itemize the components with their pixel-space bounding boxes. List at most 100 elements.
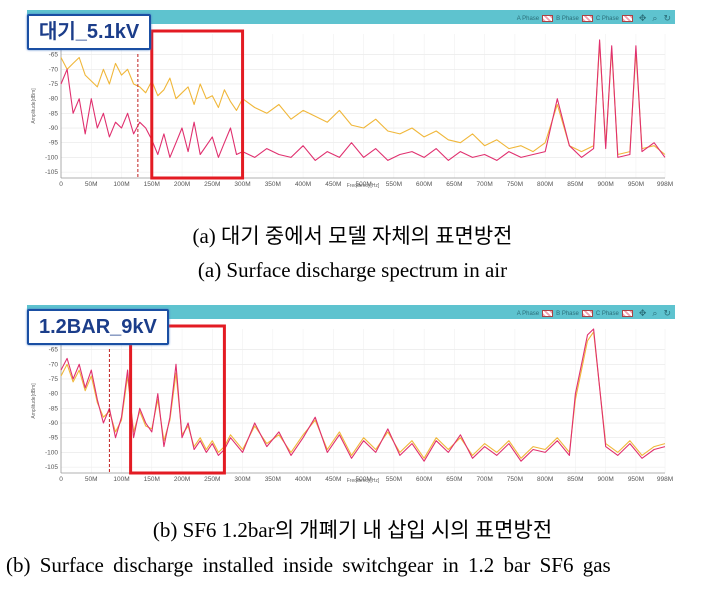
x-tick-label: 950M — [628, 476, 644, 483]
spectrum-panel-a: -65 -70 -75 -80 -85 -90 -95 -100 -105 0 50M 100M 150… — [27, 10, 675, 188]
y-tick-label: -100 — [45, 154, 58, 161]
x-tick-label: 900M — [598, 181, 614, 188]
x-tick-label: 150M — [144, 476, 160, 483]
legend-a-phase: A Phase — [516, 310, 540, 317]
x-tick-label: 400M — [295, 476, 311, 483]
y-tick-label: -65 — [49, 347, 59, 354]
y-tick-label: -65 — [49, 52, 59, 59]
series-line-pink — [60, 328, 666, 462]
x-tick-label: 200M — [174, 476, 190, 483]
x-tick-label: 850M — [567, 476, 583, 483]
x-tick-label: 150M — [144, 181, 160, 188]
x-tick-label: 350M — [265, 181, 281, 188]
refresh-icon[interactable]: ↻ — [663, 13, 671, 23]
x-tick-label: 650M — [446, 476, 462, 483]
x-tick-label: 300M — [234, 181, 250, 188]
legend-b-swatch[interactable] — [581, 310, 593, 317]
caption-english-a: (a) Surface discharge spectrum in air — [197, 258, 508, 282]
x-axis-title: Frequency[Hz] — [347, 478, 380, 483]
highlight-box — [129, 324, 226, 475]
x-tick-label: 450M — [325, 181, 341, 188]
x-tick-label: 350M — [265, 476, 281, 483]
x-tick-label: 550M — [386, 476, 402, 483]
highlight-box — [150, 29, 245, 180]
zoom-icon[interactable]: ⌕ — [652, 13, 658, 23]
y-tick-label: -90 — [49, 420, 59, 427]
x-axis-title: Frequency[Hz] — [347, 183, 380, 188]
x-tick-label: 998M — [657, 181, 673, 188]
plot-background — [27, 319, 675, 483]
y-tick-label: -105 — [45, 169, 58, 176]
move-icon[interactable]: ✥ — [638, 13, 647, 23]
legend-b-phase: B Phase — [556, 15, 579, 22]
plot-background — [27, 24, 675, 188]
x-tick-label: 550M — [386, 181, 402, 188]
legend-a: A Phase B Phase C Phase ✥ ⌕ ↻ — [517, 12, 671, 25]
y-tick-label: -75 — [49, 81, 59, 88]
y-axis-title: Amplitude[dBm] — [31, 383, 37, 419]
legend-c-swatch[interactable] — [621, 15, 633, 22]
x-tick-label: 100M — [113, 476, 129, 483]
caption-english-b: (b) Surface discharge installed inside s… — [6, 553, 611, 577]
legend-c-phase: C Phase — [595, 310, 619, 317]
x-tick-label: 200M — [174, 181, 190, 188]
x-tick-label: 998M — [657, 476, 673, 483]
x-tick-label: 50M — [85, 476, 98, 483]
refresh-icon[interactable]: ↻ — [663, 308, 671, 318]
x-tick-label: 900M — [598, 476, 614, 483]
x-tick-label: 800M — [537, 181, 553, 188]
x-tick-label: 850M — [567, 181, 583, 188]
y-tick-label: -85 — [49, 405, 59, 412]
x-tick-label: 650M — [446, 181, 462, 188]
caption-korean-a: (a) 대기 중에서 모델 자체의 표면방전 — [192, 224, 513, 248]
series-line-pink — [60, 39, 666, 161]
y-tick-label: -85 — [49, 110, 59, 117]
x-tick-label: 50M — [85, 181, 98, 188]
x-tick-label: 950M — [628, 181, 644, 188]
x-tick-label: 750M — [507, 181, 523, 188]
legend-a-phase: A Phase — [516, 15, 540, 22]
x-tick-label: 750M — [507, 476, 523, 483]
y-tick-label: -75 — [49, 376, 59, 383]
condition-tag-b: 1.2BAR_9kV — [27, 309, 169, 345]
x-tick-label: 0 — [59, 181, 63, 188]
legend-c-swatch[interactable] — [621, 310, 633, 317]
legend-b: A Phase B Phase C Phase ✥ ⌕ ↻ — [517, 307, 671, 320]
legend-c-phase: C Phase — [595, 15, 619, 22]
legend-b-phase: B Phase — [556, 310, 579, 317]
y-tick-label: -90 — [49, 125, 59, 132]
x-tick-label: 400M — [295, 181, 311, 188]
x-tick-label: 600M — [416, 476, 432, 483]
y-axis-title: Amplitude[dBm] — [31, 88, 37, 124]
x-tick-label: 300M — [234, 476, 250, 483]
zoom-icon[interactable]: ⌕ — [652, 308, 658, 318]
x-tick-label: 500M — [355, 476, 371, 483]
x-tick-label: 600M — [416, 181, 432, 188]
legend-a-swatch[interactable] — [542, 15, 554, 22]
move-icon[interactable]: ✥ — [638, 308, 647, 318]
chart-header-bar — [27, 10, 675, 24]
caption-korean-b: (b) SF6 1.2bar의 개폐기 내 삽입 시의 표면방전 — [152, 518, 553, 542]
x-tick-label: 100M — [113, 181, 129, 188]
y-tick-label: -100 — [45, 449, 58, 456]
x-tick-label: 250M — [204, 476, 220, 483]
legend-a-swatch[interactable] — [542, 310, 554, 317]
condition-tag-a: 대기_5.1kV — [27, 14, 152, 50]
x-tick-label: 250M — [204, 181, 220, 188]
y-tick-label: -80 — [49, 391, 59, 398]
x-tick-label: 800M — [537, 476, 553, 483]
x-tick-label: 500M — [355, 181, 371, 188]
spectrum-panel-b: -65 -70 -75 -80 -85 -90 -95 -100 -105 0 50M 100M 150… — [27, 305, 675, 483]
y-tick-label: -80 — [49, 96, 59, 103]
y-tick-label: -95 — [49, 435, 59, 442]
legend-b-swatch[interactable] — [581, 15, 593, 22]
chart-header-bar — [27, 305, 675, 319]
x-tick-label: 700M — [477, 476, 493, 483]
x-tick-label: 0 — [59, 476, 63, 483]
y-tick-label: -95 — [49, 140, 59, 147]
x-tick-label: 700M — [477, 181, 493, 188]
y-tick-label: -105 — [45, 464, 58, 471]
y-tick-label: -70 — [49, 66, 59, 73]
